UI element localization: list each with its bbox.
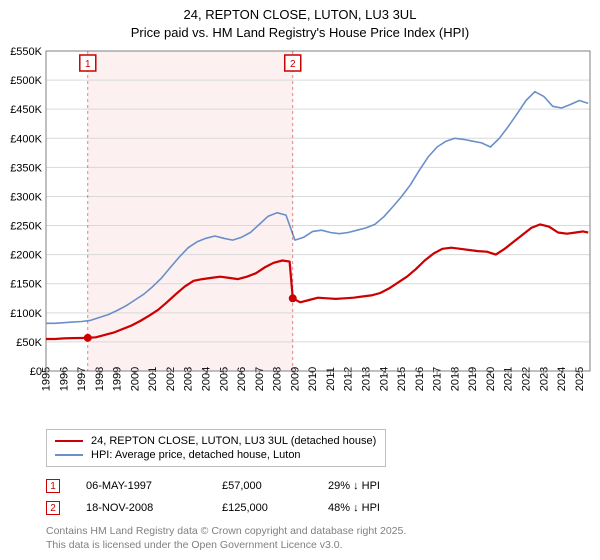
- legend: 24, REPTON CLOSE, LUTON, LU3 3UL (detach…: [46, 429, 386, 467]
- svg-text:2010: 2010: [307, 367, 319, 391]
- svg-text:2015: 2015: [396, 367, 408, 391]
- svg-text:2025: 2025: [574, 367, 586, 391]
- chart-area: £0£50K£100K£150K£200K£250K£300K£350K£400…: [0, 43, 600, 423]
- svg-text:2024: 2024: [556, 367, 568, 391]
- svg-text:2002: 2002: [165, 367, 177, 391]
- svg-text:£50K: £50K: [16, 337, 42, 349]
- svg-text:2007: 2007: [254, 367, 266, 391]
- sale-date: 06-MAY-1997: [86, 480, 196, 492]
- attribution-line: Contains HM Land Registry data © Crown c…: [46, 525, 600, 539]
- svg-text:1999: 1999: [112, 367, 124, 391]
- svg-text:£100K: £100K: [10, 308, 42, 320]
- legend-item: HPI: Average price, detached house, Luto…: [55, 448, 377, 462]
- svg-text:2000: 2000: [129, 367, 141, 391]
- svg-text:2021: 2021: [503, 367, 515, 391]
- title-line2: Price paid vs. HM Land Registry's House …: [0, 24, 600, 42]
- svg-text:2012: 2012: [343, 367, 355, 391]
- svg-text:£200K: £200K: [10, 250, 42, 262]
- attribution-line: This data is licensed under the Open Gov…: [46, 539, 600, 553]
- sale-delta: 48% ↓ HPI: [328, 502, 380, 514]
- title-line1: 24, REPTON CLOSE, LUTON, LU3 3UL: [0, 6, 600, 24]
- svg-text:2001: 2001: [147, 367, 159, 391]
- sales-table: 1 06-MAY-1997 £57,000 29% ↓ HPI 2 18-NOV…: [46, 475, 600, 519]
- svg-text:£450K: £450K: [10, 104, 42, 116]
- line-chart-svg: £0£50K£100K£150K£200K£250K£300K£350K£400…: [0, 43, 600, 423]
- svg-text:1997: 1997: [76, 367, 88, 391]
- legend-swatch: [55, 454, 83, 456]
- svg-text:2014: 2014: [378, 367, 390, 391]
- svg-text:1996: 1996: [58, 367, 70, 391]
- svg-text:£500K: £500K: [10, 75, 42, 87]
- svg-text:£350K: £350K: [10, 162, 42, 174]
- svg-text:2016: 2016: [414, 367, 426, 391]
- sale-marker-badge: 1: [46, 479, 60, 493]
- chart-title-block: 24, REPTON CLOSE, LUTON, LU3 3UL Price p…: [0, 0, 600, 43]
- svg-text:£150K: £150K: [10, 279, 42, 291]
- legend-item: 24, REPTON CLOSE, LUTON, LU3 3UL (detach…: [55, 434, 377, 448]
- legend-swatch: [55, 440, 83, 442]
- svg-text:1995: 1995: [41, 367, 53, 391]
- svg-text:2020: 2020: [485, 367, 497, 391]
- sale-delta: 29% ↓ HPI: [328, 480, 380, 492]
- svg-text:2022: 2022: [521, 367, 533, 391]
- svg-text:1: 1: [85, 59, 91, 70]
- svg-text:2017: 2017: [432, 367, 444, 391]
- svg-text:2: 2: [290, 59, 296, 70]
- svg-text:£250K: £250K: [10, 221, 42, 233]
- svg-text:2005: 2005: [218, 367, 230, 391]
- svg-text:2023: 2023: [538, 367, 550, 391]
- attribution: Contains HM Land Registry data © Crown c…: [46, 525, 600, 552]
- sale-price: £125,000: [222, 502, 302, 514]
- svg-text:2006: 2006: [236, 367, 248, 391]
- svg-text:2008: 2008: [272, 367, 284, 391]
- sale-row: 2 18-NOV-2008 £125,000 48% ↓ HPI: [46, 497, 600, 519]
- svg-text:£550K: £550K: [10, 46, 42, 58]
- svg-text:2019: 2019: [467, 367, 479, 391]
- svg-text:2003: 2003: [183, 367, 195, 391]
- svg-text:2004: 2004: [201, 367, 213, 391]
- svg-text:2009: 2009: [289, 367, 301, 391]
- svg-text:2018: 2018: [449, 367, 461, 391]
- svg-text:2013: 2013: [361, 367, 373, 391]
- svg-text:1998: 1998: [94, 367, 106, 391]
- svg-text:£400K: £400K: [10, 133, 42, 145]
- sale-row: 1 06-MAY-1997 £57,000 29% ↓ HPI: [46, 475, 600, 497]
- sale-marker-badge: 2: [46, 501, 60, 515]
- sale-price: £57,000: [222, 480, 302, 492]
- svg-text:£300K: £300K: [10, 192, 42, 204]
- legend-label: 24, REPTON CLOSE, LUTON, LU3 3UL (detach…: [91, 435, 376, 447]
- legend-label: HPI: Average price, detached house, Luto…: [91, 449, 301, 461]
- sale-date: 18-NOV-2008: [86, 502, 196, 514]
